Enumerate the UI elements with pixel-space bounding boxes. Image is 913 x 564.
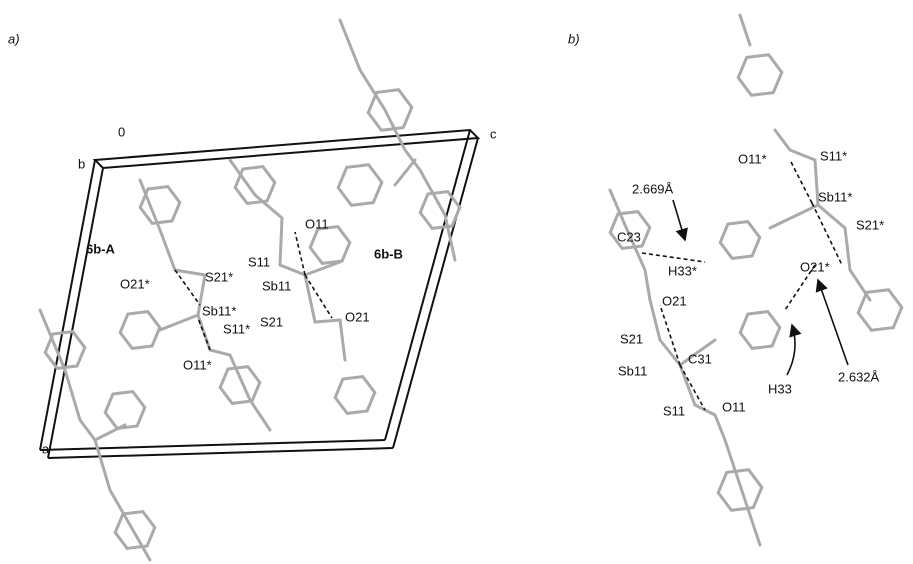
atom-label: C23 (617, 229, 641, 244)
atom-label: O11 (305, 216, 329, 231)
ring (368, 90, 412, 131)
ring (115, 512, 155, 549)
ring (120, 312, 160, 349)
panel-label: b) (568, 31, 580, 46)
panel-label: a) (8, 31, 20, 46)
ring (858, 290, 902, 331)
atom-label: S21 (620, 331, 643, 346)
atom-label: H33 (768, 381, 792, 396)
ring (718, 470, 762, 511)
atom-label: Sb11 (262, 278, 291, 293)
arrow (787, 325, 795, 375)
atom-label: b (78, 156, 85, 171)
fragment-label: 6b-B (374, 246, 403, 261)
atom-label: 2.669Å (632, 181, 674, 196)
ring (740, 312, 780, 349)
atom-label: H33* (668, 263, 697, 278)
ring (310, 227, 350, 264)
atom-label: S21 (260, 314, 283, 329)
atom-label: O21 (662, 293, 687, 308)
ring (105, 392, 145, 429)
atom-label: S21* (205, 269, 233, 284)
atom-label: S11* (223, 321, 250, 336)
bond (610, 15, 870, 545)
figure: a) 0 b c a 6b-A 6b-B O11 S11 Sb11 S21 O21 O21* S21* Sb… (0, 0, 913, 564)
atom-label: Sb11* (202, 303, 236, 318)
fragment-label: 6b-A (86, 241, 116, 256)
atom-label: 0 (118, 124, 125, 139)
ring (720, 222, 760, 259)
ring (220, 367, 260, 404)
atom-label: S11* (820, 148, 847, 163)
structure-drawing (40, 15, 902, 560)
atom-label: a (42, 441, 50, 456)
ring (738, 55, 782, 96)
ring (420, 192, 460, 229)
ring (140, 187, 180, 224)
ring (235, 167, 275, 204)
atom-label: S11 (248, 254, 270, 269)
atom-label: Sb11* (818, 189, 852, 204)
atom-label: 2.632Å (838, 369, 880, 384)
atom-label: O21* (800, 259, 830, 274)
ring (45, 332, 85, 369)
atom-label: O21* (120, 276, 150, 291)
atom-label: S21* (856, 217, 884, 232)
atom-label: Sb11 (618, 363, 647, 378)
ring (338, 165, 382, 206)
atom-label: S11 (663, 403, 685, 418)
atom-label: O21 (345, 309, 370, 324)
atom-label: O11* (183, 357, 212, 372)
atom-label: c (490, 126, 497, 141)
atom-label: O11 (722, 399, 746, 414)
atom-label: O11* (738, 151, 767, 166)
arrow (673, 200, 685, 240)
arrow (818, 280, 848, 365)
atom-label: C31 (688, 351, 712, 366)
ring (335, 377, 375, 414)
